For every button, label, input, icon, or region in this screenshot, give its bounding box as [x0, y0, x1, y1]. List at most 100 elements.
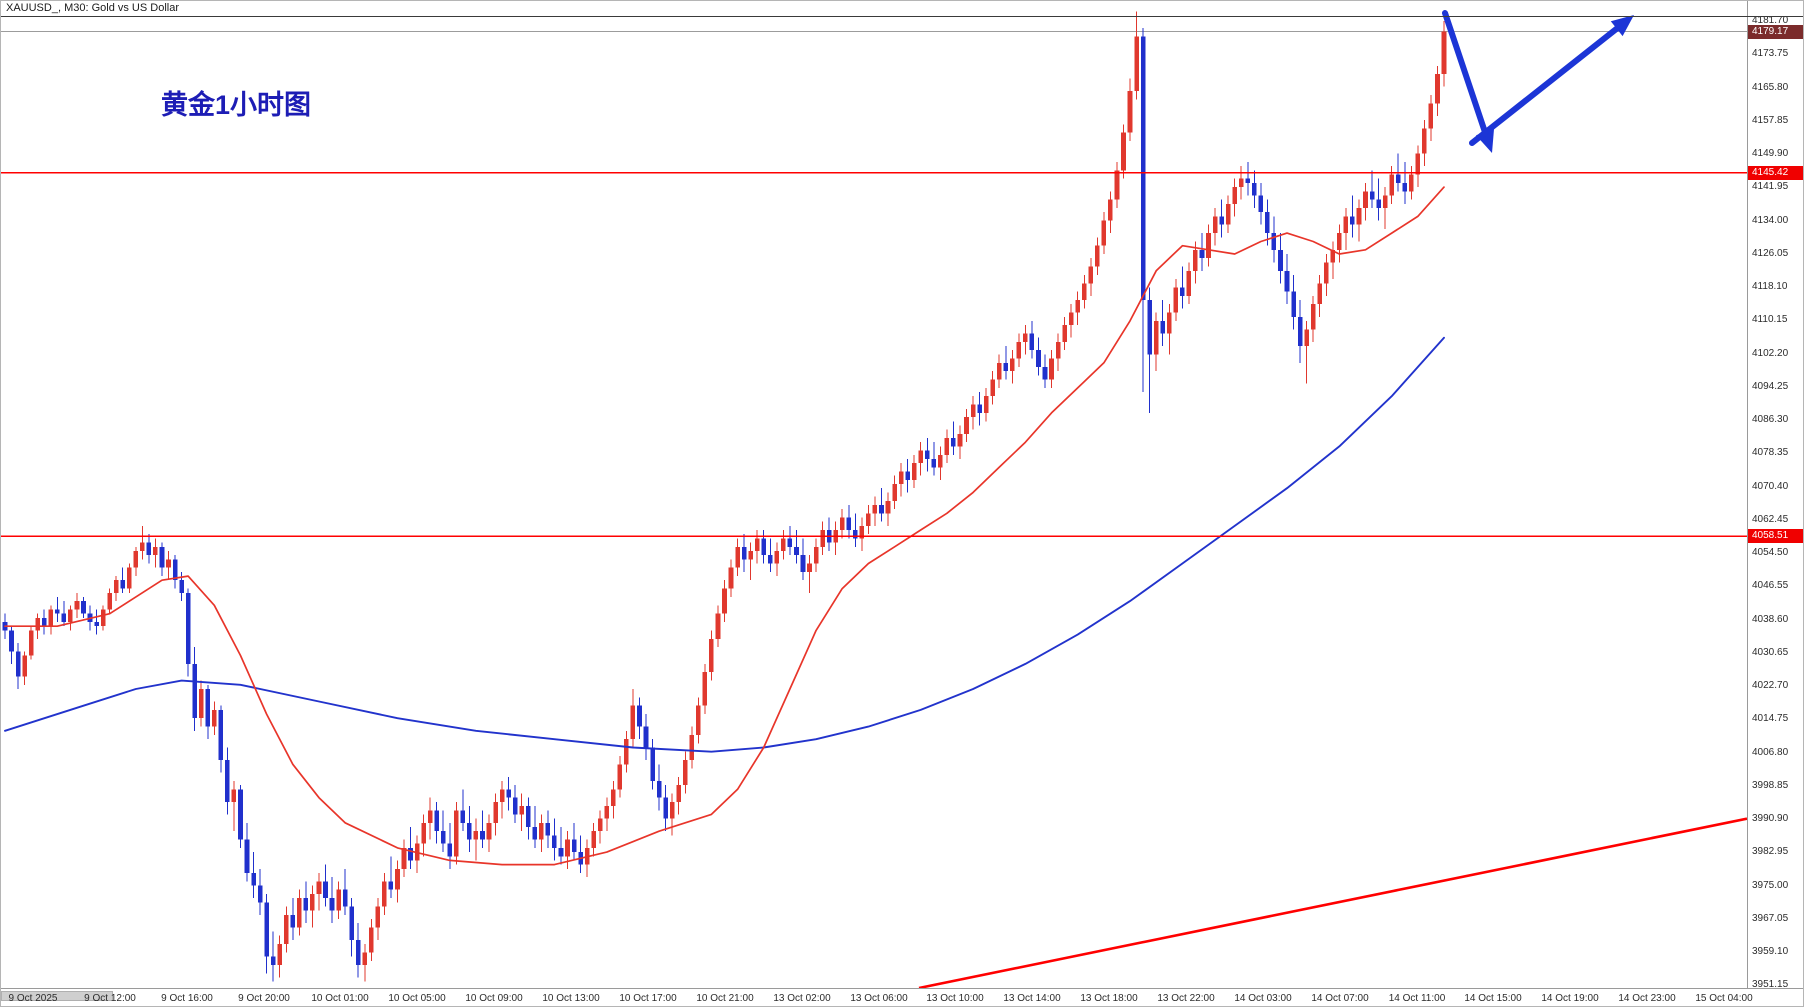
- candle-body: [297, 898, 302, 928]
- candle-body: [1441, 31, 1447, 75]
- candle-body: [1369, 191, 1375, 200]
- candle-body: [1212, 216, 1218, 234]
- candle-body: [754, 538, 760, 551]
- candle-body: [1029, 333, 1035, 351]
- candle-body: [179, 580, 184, 593]
- candle-body: [539, 822, 544, 840]
- candle-body: [251, 872, 256, 886]
- candle-body: [676, 785, 682, 802]
- price-axis-label: 4070.40: [1752, 481, 1789, 492]
- candle-body: [1402, 182, 1408, 192]
- candle-body: [1153, 320, 1159, 355]
- candle-body: [624, 739, 629, 765]
- candle-body: [342, 889, 348, 907]
- candle-body: [924, 450, 930, 459]
- price-axis-label: 3998.85: [1752, 780, 1789, 791]
- candle-body: [499, 789, 505, 802]
- candle-body: [970, 404, 976, 418]
- candle-body: [1284, 270, 1290, 292]
- candle-body: [382, 881, 387, 907]
- candle-body: [153, 546, 158, 556]
- time-axis-label: 14 Oct 03:00: [1234, 993, 1292, 1004]
- candle-body: [1068, 312, 1074, 326]
- candle-body: [81, 601, 86, 614]
- time-axis-label: 9 Oct 12:00: [84, 993, 136, 1004]
- price-axis-label: 4157.85: [1752, 115, 1789, 126]
- candle-body: [807, 563, 812, 572]
- candle-body: [715, 613, 721, 639]
- candle-body: [362, 952, 368, 965]
- candle-body: [225, 760, 230, 802]
- candle-body: [774, 550, 780, 564]
- time-axis-label: 13 Oct 18:00: [1080, 993, 1138, 1004]
- candle-body: [1297, 316, 1303, 347]
- ascending-trendline[interactable]: [918, 817, 1747, 988]
- candle-body: [107, 592, 112, 610]
- time-axis-label: 9 Oct 2025: [8, 993, 58, 1004]
- candle-body: [1356, 208, 1362, 225]
- candle-body: [571, 839, 577, 853]
- candle-body: [565, 839, 570, 857]
- candle-body: [1304, 329, 1309, 347]
- price-axis-label: 4126.05: [1752, 248, 1789, 259]
- candle-body: [859, 525, 865, 539]
- candle-body: [283, 914, 289, 945]
- candle-body: [336, 889, 341, 911]
- candle-body: [126, 567, 132, 589]
- price-axis-label: 4134.00: [1752, 215, 1789, 226]
- candle-body: [1245, 178, 1251, 183]
- candle-body: [1258, 195, 1264, 213]
- candle-body: [61, 613, 67, 623]
- price-axis-label: 4149.90: [1752, 148, 1789, 159]
- candle-body: [323, 881, 328, 899]
- candle-body: [290, 914, 296, 928]
- candle-body: [911, 463, 917, 480]
- candle-body: [1428, 103, 1434, 129]
- candle-body: [996, 362, 1002, 380]
- candle-body: [1395, 174, 1401, 183]
- forecast-arrow-up-head[interactable]: [1610, 15, 1634, 37]
- time-axis-label: 10 Oct 05:00: [388, 993, 446, 1004]
- candle-body: [486, 822, 492, 840]
- candle-body: [1199, 249, 1205, 259]
- chart-annotation-cn[interactable]: 黄金1小时图: [161, 90, 312, 120]
- horizontal-scrollbar-thumb[interactable]: [1, 991, 113, 1001]
- candle-body: [918, 450, 924, 464]
- forecast-arrow-up-shaft[interactable]: [1469, 25, 1620, 146]
- price-axis-label: 4030.65: [1752, 647, 1789, 658]
- candle-body: [669, 801, 675, 819]
- time-axis-label: 14 Oct 23:00: [1618, 993, 1676, 1004]
- candle-body: [1363, 191, 1368, 209]
- candle-body: [1036, 350, 1041, 367]
- candlestick-chart-canvas[interactable]: [1, 1, 1747, 988]
- time-axis-label: 13 Oct 06:00: [850, 993, 908, 1004]
- time-axis-label: 10 Oct 01:00: [311, 993, 369, 1004]
- price-axis-label: 4141.95: [1752, 181, 1789, 192]
- candle-body: [421, 822, 426, 844]
- candle-body: [454, 810, 459, 857]
- candle-body: [113, 580, 119, 593]
- candle-body: [140, 542, 145, 551]
- candle-body: [506, 789, 511, 798]
- forecast-arrow-down-shaft[interactable]: [1442, 10, 1488, 136]
- candle-body: [1114, 170, 1120, 200]
- candle-body: [401, 847, 407, 869]
- candle-body: [1238, 178, 1244, 188]
- price-axis-label: 4046.55: [1752, 580, 1789, 591]
- candle-body: [820, 530, 825, 547]
- candle-body: [1108, 199, 1113, 221]
- candle-body: [656, 780, 662, 798]
- candle-body: [1350, 216, 1355, 225]
- candle-body: [1343, 216, 1349, 234]
- candle-body: [1062, 325, 1067, 342]
- candle-body: [748, 550, 753, 560]
- candle-body: [1415, 153, 1421, 175]
- candle-body: [270, 956, 276, 965]
- candle-body: [767, 555, 773, 564]
- price-axis[interactable]: 4181.70 4173.75 4165.80 4157.85 4149.90 4141.…: [1747, 1, 1803, 990]
- candle-body: [604, 806, 610, 819]
- time-axis[interactable]: 9 Oct 2025 9 Oct 12:00 9 Oct 16:00 9 Oct 20…: [1, 988, 1803, 1006]
- chart-plot-area[interactable]: 黄金1小时图: [1, 1, 1747, 988]
- candle-body: [800, 555, 806, 572]
- candle-body: [480, 831, 485, 840]
